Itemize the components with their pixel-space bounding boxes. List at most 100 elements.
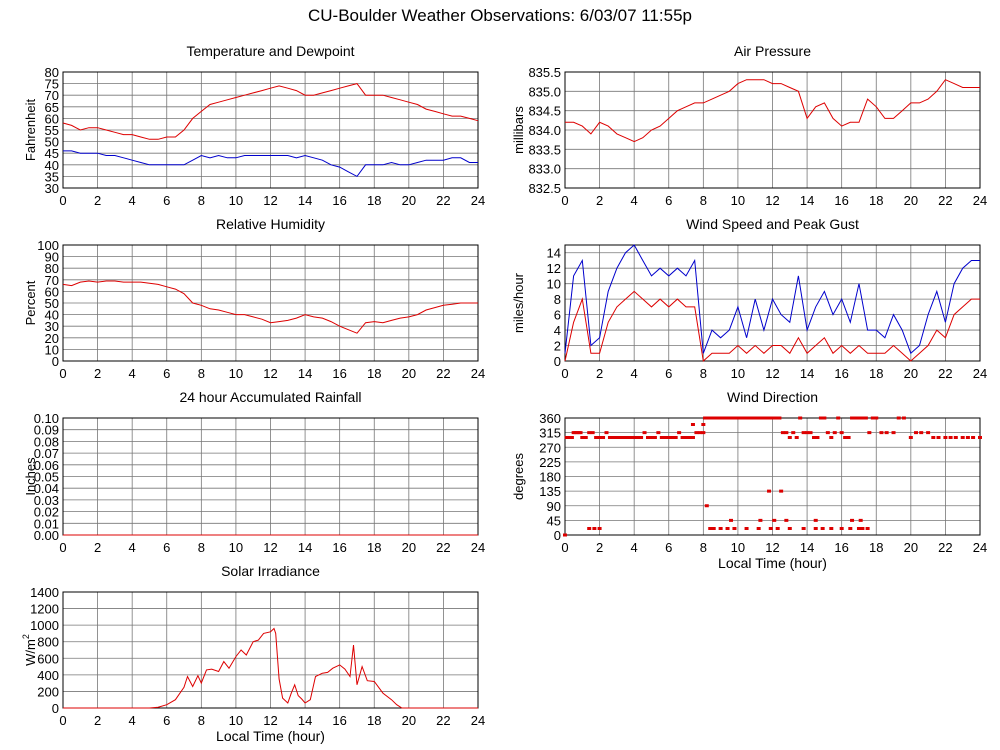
data-point (798, 416, 803, 420)
data-point (607, 436, 612, 439)
y-tick-label: 45 (45, 146, 59, 161)
data-point (948, 436, 953, 439)
x-tick-label: 20 (402, 366, 416, 381)
data-point (829, 436, 834, 439)
data-point (604, 431, 609, 435)
data-point (856, 527, 861, 530)
x-tick-label: 14 (298, 193, 312, 208)
x-tick-label: 14 (298, 713, 312, 728)
x-tick-label: 10 (731, 540, 745, 555)
x-tick-label: 4 (631, 193, 638, 208)
y-tick-label: 0.02 (34, 505, 59, 520)
temp-y-axis-label: Fahrenheit (23, 99, 38, 162)
data-point (635, 436, 640, 439)
y-tick-label: 200 (37, 684, 59, 699)
data-point (850, 518, 855, 522)
x-tick-label: 22 (436, 366, 450, 381)
y-tick-label: 0.09 (34, 423, 59, 438)
data-point (832, 431, 837, 435)
data-point (867, 431, 872, 435)
data-point (722, 416, 727, 420)
y-tick-label: 0.03 (34, 493, 59, 508)
data-point (614, 436, 619, 439)
x-tick-label: 8 (700, 540, 707, 555)
data-point (775, 527, 780, 530)
data-point (590, 431, 595, 435)
wdir-x-axis-label: Local Time (hour) (718, 555, 827, 571)
data-point (943, 436, 948, 439)
data-point (758, 518, 763, 522)
data-point (760, 416, 765, 420)
data-point (865, 527, 870, 530)
data-point (805, 431, 810, 435)
data-point (742, 416, 747, 420)
data-point (677, 431, 682, 435)
data-point (860, 527, 865, 530)
data-point (773, 416, 778, 420)
data-point (874, 416, 879, 420)
y-tick-label: 90 (547, 499, 561, 514)
x-tick-label: 10 (229, 540, 243, 555)
x-tick-label: 8 (198, 540, 205, 555)
data-point (926, 431, 931, 435)
y-tick-label: 0.06 (34, 458, 59, 473)
data-point (701, 431, 706, 435)
x-tick-label: 6 (163, 366, 170, 381)
wind-plot-frame (564, 244, 981, 362)
data-point (829, 527, 834, 530)
solar-y-axis-label: W/m2 (21, 634, 38, 666)
x-tick-label: 10 (229, 366, 243, 381)
x-tick-label: 24 (471, 366, 485, 381)
press-plot-frame (564, 71, 981, 189)
wdir-chart-title: Wind Direction (727, 389, 818, 405)
solar-series-line-0 (63, 627, 478, 709)
data-point (808, 431, 813, 435)
y-tick-label: 55 (45, 123, 59, 138)
data-point (632, 436, 637, 439)
y-tick-label: 1400 (30, 585, 59, 600)
x-tick-label: 18 (367, 713, 381, 728)
data-point (729, 518, 733, 522)
y-tick-label: 600 (37, 651, 59, 666)
data-point (825, 431, 830, 435)
data-point (569, 436, 574, 439)
y-tick-label: 0.04 (34, 481, 59, 496)
y-tick-label: 35 (45, 169, 59, 184)
data-point (670, 436, 675, 439)
data-point (744, 527, 749, 530)
y-axis-label-text: Fahrenheit (23, 99, 38, 162)
y-tick-label: 0.10 (34, 411, 59, 426)
data-point (732, 527, 737, 530)
data-point (843, 436, 848, 439)
x-tick-label: 4 (129, 540, 136, 555)
y-tick-label: 180 (539, 470, 561, 485)
data-point (779, 489, 784, 493)
press-series-line-0 (565, 79, 980, 143)
data-point (711, 527, 716, 530)
x-tick-label: 14 (298, 366, 312, 381)
data-point (756, 416, 761, 420)
solar-plot-frame (62, 591, 479, 709)
x-tick-label: 6 (163, 193, 170, 208)
y-tick-label: 832.5 (528, 181, 561, 196)
data-point (749, 416, 754, 420)
y-axis-label-text: miles/hour (511, 272, 526, 333)
wdir-gridlines (564, 417, 981, 536)
data-point (732, 416, 737, 420)
x-tick-label: 4 (631, 366, 638, 381)
data-point (642, 431, 647, 435)
rh-chart-title: Relative Humidity (216, 216, 325, 232)
data-point (770, 416, 775, 420)
data-point (971, 436, 976, 439)
wind-series-line-0 (564, 244, 980, 355)
rh-y-axis-label: Percent (23, 280, 38, 325)
y-tick-label: 20 (45, 331, 59, 346)
data-point (953, 436, 958, 439)
y-tick-label: 1000 (30, 618, 59, 633)
data-point (850, 416, 855, 420)
x-tick-label: 2 (596, 366, 603, 381)
data-point (931, 436, 936, 439)
data-point (739, 416, 744, 420)
